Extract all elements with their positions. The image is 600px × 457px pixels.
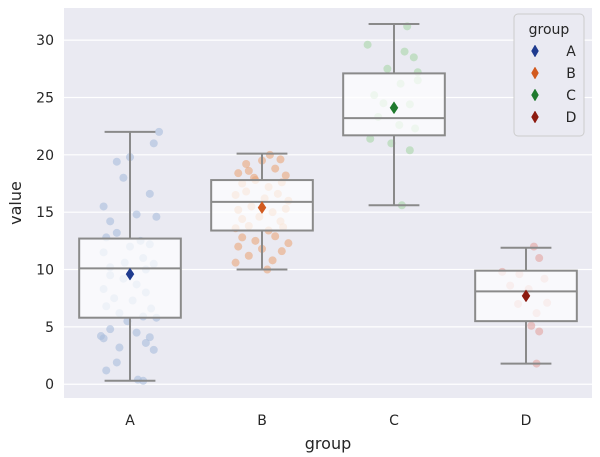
strip-point-b-27 [271, 232, 280, 241]
strip-point-d-3 [529, 242, 538, 251]
strip-point-a-4 [132, 210, 141, 219]
strip-point-a-1 [106, 217, 115, 226]
strip-point-b-26 [251, 236, 260, 245]
strip-point-c-4 [383, 64, 392, 73]
strip-point-b-32 [244, 251, 253, 260]
strip-point-d-2 [535, 254, 544, 263]
strip-point-c-13 [366, 134, 375, 143]
strip-point-b-36 [242, 160, 251, 168]
strip-point-a-6 [149, 139, 158, 148]
x-tick-labels: A B C D [125, 413, 531, 429]
strip-point-c-15 [405, 146, 414, 155]
strip-point-b-28 [284, 239, 293, 248]
legend-label-a: A [566, 44, 576, 60]
strip-point-a-36 [115, 343, 124, 352]
strip-point-a-0 [99, 202, 108, 211]
y-tick-label-0: 0 [45, 377, 54, 393]
y-tick-label-10: 10 [36, 263, 54, 279]
strip-point-b-3 [271, 164, 280, 173]
strip-point-b-25 [238, 233, 247, 242]
mean-markers [125, 101, 531, 303]
legend-marker-b [531, 66, 539, 80]
strip-point-a-38 [149, 345, 158, 354]
strip-point-b-1 [244, 166, 253, 175]
strip-point-a-5 [145, 189, 154, 198]
strip-point-a-33 [145, 333, 154, 342]
x-tick-label-d: D [521, 413, 532, 429]
strip-point-a-31 [106, 325, 115, 334]
y-axis-label: value [6, 181, 25, 225]
strip-point-a-40 [112, 358, 121, 367]
strip-point-a-35 [99, 334, 108, 343]
strip-point-b-38 [265, 150, 274, 159]
strip-point-b-33 [268, 256, 277, 265]
strip-point-b-34 [231, 258, 240, 267]
strip-point-a-32 [132, 328, 141, 337]
y-tick-label-25: 25 [36, 90, 54, 106]
legend-label-d: D [566, 110, 577, 126]
x-tick-label-c: C [389, 413, 399, 429]
watermark-text: 知乎 @Wallen [480, 422, 580, 440]
y-tick-labels: 0 5 10 15 20 25 30 [36, 33, 54, 393]
legend-frame [513, 13, 585, 137]
strip-point-c-2 [409, 53, 418, 62]
strip-point-a-9 [152, 212, 161, 221]
strip-point-b-4 [281, 171, 290, 180]
strip-point-a-37 [141, 338, 150, 347]
mean-marker-a [125, 267, 135, 281]
legend-marker-c [531, 88, 539, 102]
y-tick-label-15: 15 [36, 205, 54, 221]
x-axis-label: group [305, 434, 351, 453]
strip-point-a-2 [112, 157, 121, 166]
y-tick-label-20: 20 [36, 148, 54, 164]
y-tick-label-5: 5 [45, 320, 54, 336]
strip-point-b-31 [277, 247, 286, 256]
legend-marker-a [531, 44, 539, 58]
mean-marker-b [257, 201, 267, 215]
legend-label-c: C [566, 88, 576, 104]
y-tick-label-30: 30 [36, 33, 54, 49]
x-tick-label-a: A [125, 413, 135, 429]
legend-marker-d [531, 110, 539, 124]
legend-label-b: B [566, 66, 576, 82]
legend-title: group [529, 22, 570, 38]
strip-point-d-10 [535, 327, 544, 336]
plot-area [64, 8, 592, 398]
strip-point-a-7 [155, 127, 164, 136]
strip-point-c-0 [363, 40, 372, 49]
strip-point-b-37 [276, 155, 285, 164]
x-tick-label-b: B [257, 413, 267, 429]
mean-marker-d [521, 289, 531, 303]
mean-marker-c [389, 101, 399, 115]
strip-point-b-29 [234, 242, 243, 251]
strip-point-b-0 [234, 169, 243, 178]
strip-point-a-8 [119, 173, 128, 182]
strip-point-a-11 [112, 228, 121, 237]
strip-point-a-39 [102, 366, 111, 375]
strip-point-c-1 [400, 47, 409, 56]
strip-point-d-9 [527, 321, 536, 330]
